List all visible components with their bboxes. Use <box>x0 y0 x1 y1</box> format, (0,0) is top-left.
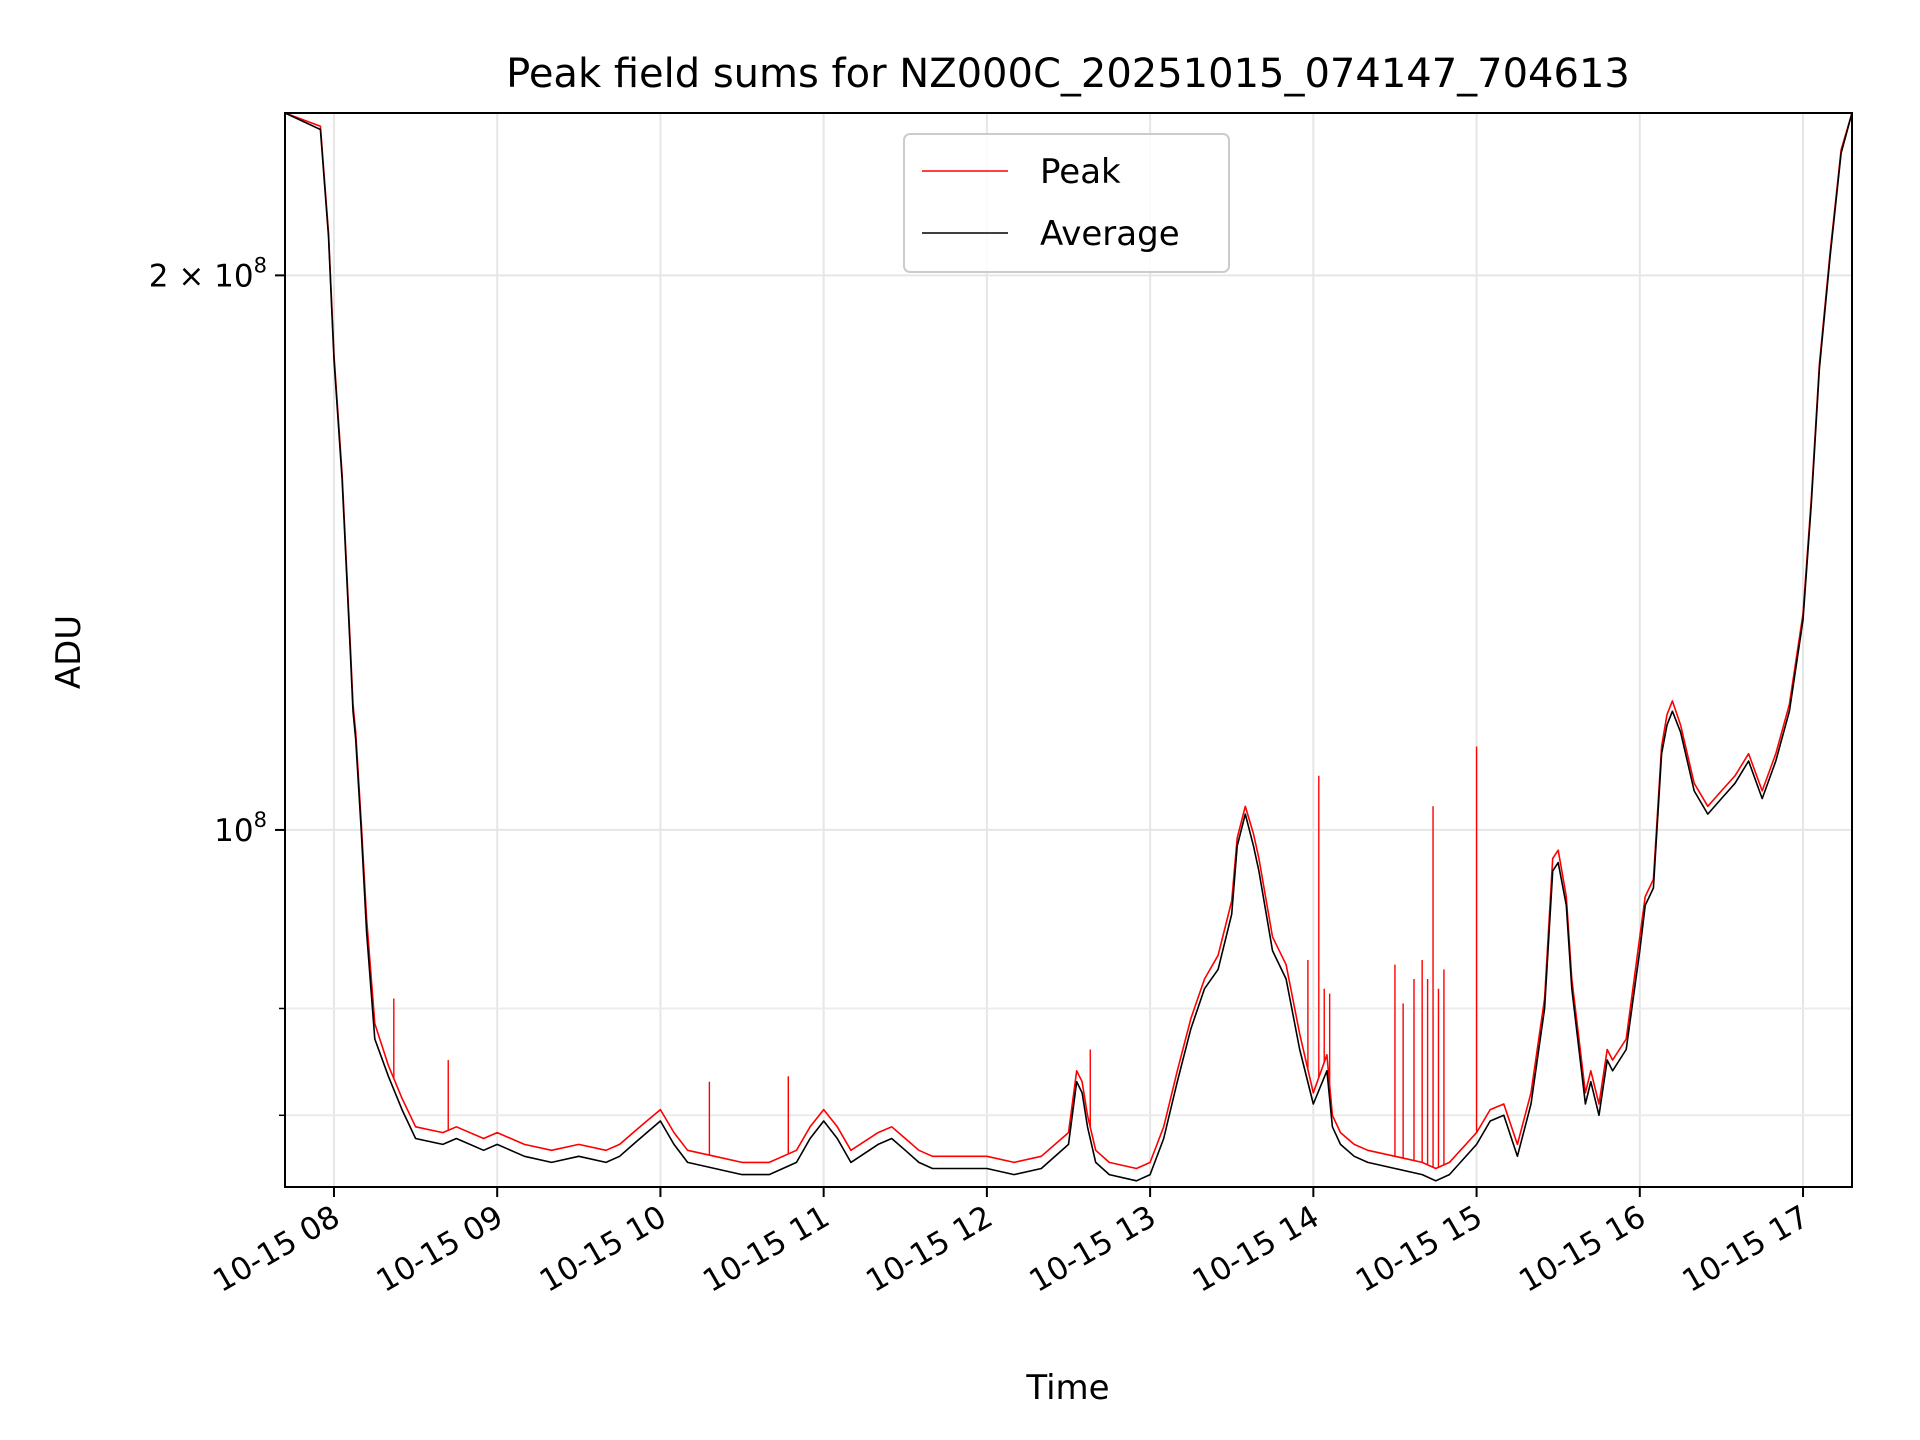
x-tick-label: 10-15 14 <box>1187 1199 1326 1300</box>
legend-label-average: Average <box>1040 214 1180 254</box>
y-tick-label: 108 <box>214 808 267 849</box>
grid <box>285 113 1852 1187</box>
y-tick-label: 2 × 108 <box>149 253 267 294</box>
x-tick-label: 10-15 17 <box>1676 1199 1815 1300</box>
x-tick-label: 10-15 11 <box>697 1199 836 1300</box>
x-tick-label: 10-15 10 <box>534 1199 673 1300</box>
series-line-average <box>284 112 1853 1182</box>
x-tick-label: 10-15 08 <box>207 1199 346 1300</box>
axes-frame <box>284 112 1853 1188</box>
x-tick-label: 10-15 16 <box>1513 1199 1652 1300</box>
legend-label-peak: Peak <box>1040 152 1121 192</box>
legend-box <box>903 133 1230 273</box>
y-axis: 108 2 × 108 <box>149 253 285 1117</box>
series-line-peak <box>284 112 1853 1170</box>
x-tick-label: 10-15 12 <box>860 1199 999 1300</box>
chart-title: Peak field sums for NZ000C_20251015_0741… <box>506 51 1630 97</box>
x-tick-label: 10-15 09 <box>370 1199 509 1300</box>
plot-area <box>284 112 1853 1182</box>
y-axis-label: ADU <box>49 615 89 689</box>
x-tick-label: 10-15 15 <box>1350 1199 1489 1300</box>
legend: Peak Average <box>903 133 1230 273</box>
x-axis: 10-15 08 10-15 09 10-15 10 10-15 11 10-15 12… <box>207 1187 1815 1300</box>
x-axis-label: Time <box>1025 1368 1109 1408</box>
x-tick-label: 10-15 13 <box>1023 1199 1162 1300</box>
